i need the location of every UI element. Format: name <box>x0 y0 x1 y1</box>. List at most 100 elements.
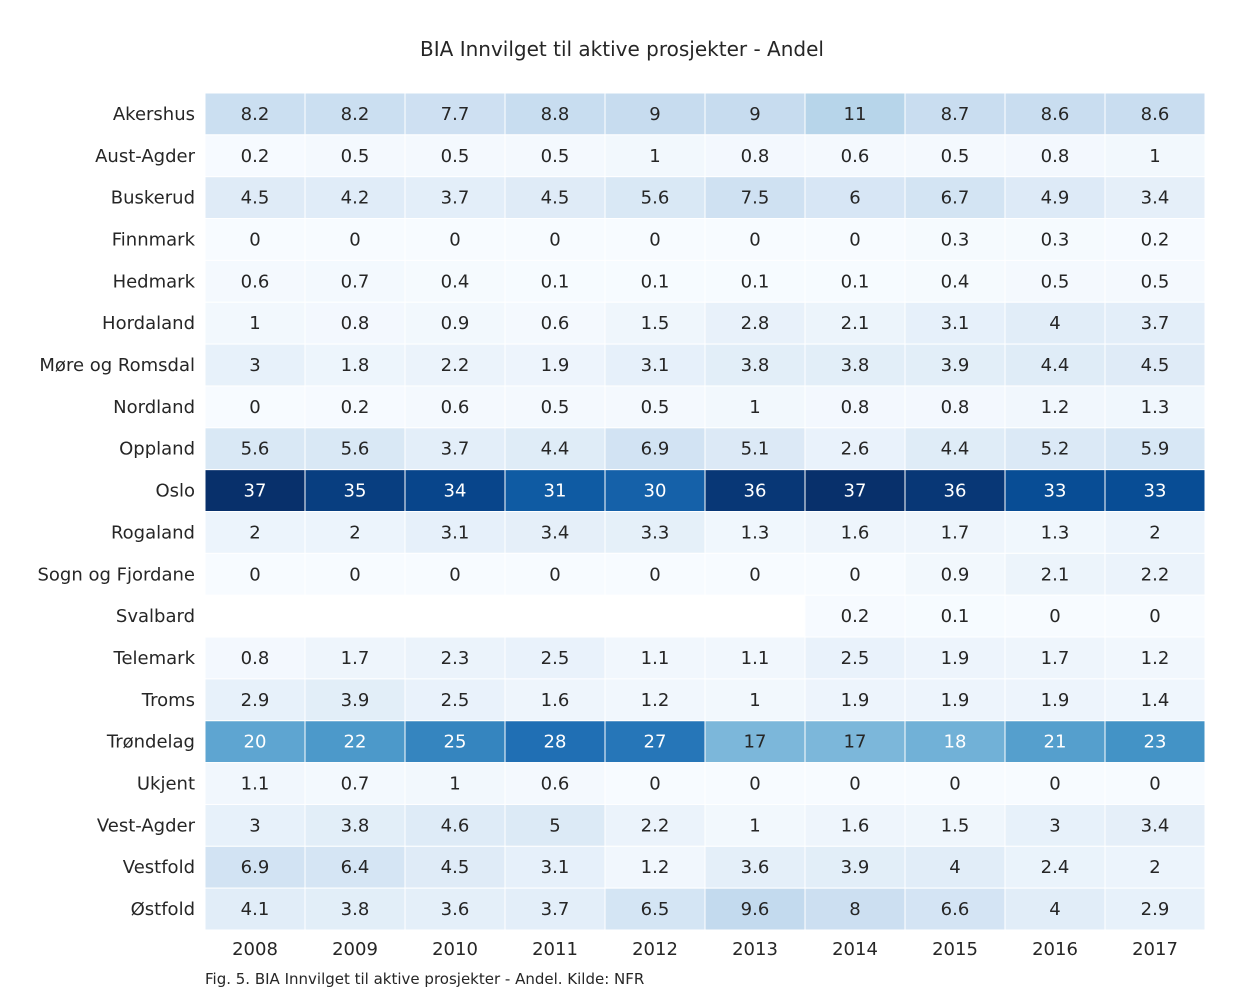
figure-caption: Fig. 5. BIA Innvilget til aktive prosjek… <box>205 970 644 988</box>
heatmap-cell <box>704 762 806 805</box>
cell-value-label: 1.9 <box>541 355 570 376</box>
cell-value-label: 8.6 <box>1141 104 1170 125</box>
heatmap-cell <box>804 427 906 471</box>
y-tick-label: Sogn og Fjordane <box>37 564 195 585</box>
heatmap-cell <box>404 511 506 554</box>
cell-value-label: 0.1 <box>741 271 770 292</box>
cell-value-label: 4 <box>1049 899 1060 920</box>
x-axis-labels: 2008 2009 2010 2011 2012 2013 2014 2015 2016 2017 <box>232 939 1178 960</box>
heatmap-cell <box>304 720 406 764</box>
cell-value-label: 22 <box>344 732 367 753</box>
cell-value-label: 1.3 <box>741 522 770 543</box>
cell-value-label: 1 <box>749 815 760 836</box>
cell-value-label: 1 <box>449 774 460 795</box>
heatmap-cell <box>204 469 306 512</box>
x-tick-label: 2017 <box>1132 939 1178 960</box>
chart-title: BIA Innvilget til aktive prosjekter - An… <box>420 37 824 61</box>
cell-value-label: 0 <box>249 564 260 585</box>
heatmap-cell <box>1004 762 1106 805</box>
heatmap-cell <box>1104 259 1206 303</box>
cell-value-label: 28 <box>544 732 567 753</box>
heatmap-cell <box>1004 301 1106 345</box>
cell-value-label: 0.6 <box>441 397 470 418</box>
heatmap-cell <box>804 218 906 261</box>
y-tick-label: Telemark <box>113 648 196 669</box>
cell-value-label: 1.9 <box>841 690 870 711</box>
heatmap-cell <box>904 385 1006 429</box>
cell-value-label: 0 <box>1149 606 1160 627</box>
cell-value-label: 0 <box>249 229 260 250</box>
cell-value-label: 4.5 <box>541 188 570 209</box>
cell-value-label: 2.5 <box>841 648 870 669</box>
cell-value-label: 3 <box>249 355 260 376</box>
cell-value-label: 17 <box>744 732 767 753</box>
heatmap-cell <box>1104 92 1206 136</box>
cell-value-label: 3.4 <box>1141 188 1170 209</box>
cell-value-label: 4.9 <box>1041 188 1070 209</box>
y-tick-label: Finnmark <box>112 229 196 250</box>
heatmap-cell <box>804 511 906 554</box>
cell-value-label: 3.6 <box>441 899 470 920</box>
cell-value-label: 3.8 <box>741 355 770 376</box>
heatmap-cell <box>504 803 606 847</box>
heatmap-cell <box>404 636 506 680</box>
cell-value-label: 9 <box>649 104 660 125</box>
heatmap-cell <box>204 678 306 722</box>
cell-value-label: 33 <box>1044 481 1067 502</box>
cell-value-label: 8.7 <box>941 104 970 125</box>
cell-value-label: 37 <box>244 481 267 502</box>
cell-value-label: 1.2 <box>1141 648 1170 669</box>
cell-value-label: 2.5 <box>441 690 470 711</box>
cell-value-label: 0 <box>849 564 860 585</box>
heatmap-cell <box>404 762 506 805</box>
heatmap-cell <box>804 259 906 303</box>
heatmap-cell <box>704 92 806 136</box>
heatmap-cell <box>504 845 606 889</box>
cell-value-label: 7.5 <box>741 188 770 209</box>
heatmap-cell <box>404 720 506 764</box>
cell-value-label: 0.8 <box>741 146 770 167</box>
y-tick-label: Oppland <box>119 439 195 460</box>
cell-value-label: 3.4 <box>1141 815 1170 836</box>
heatmap-cell <box>904 134 1006 178</box>
heatmap-cell <box>604 678 706 722</box>
y-tick-label: Akershus <box>113 104 195 125</box>
heatmap-cell <box>804 594 906 638</box>
y-tick-label: Troms <box>141 690 195 711</box>
cell-value-label: 0.1 <box>541 271 570 292</box>
heatmap-cell <box>604 552 706 596</box>
x-tick-label: 2010 <box>432 939 478 960</box>
cell-value-label: 1.1 <box>241 774 270 795</box>
cell-value-label: 0 <box>449 564 460 585</box>
cell-value-label: 21 <box>1044 732 1067 753</box>
cell-value-label: 0 <box>249 397 260 418</box>
cell-value-label: 5.6 <box>341 439 370 460</box>
cell-value-label: 17 <box>844 732 867 753</box>
x-tick-label: 2009 <box>332 939 378 960</box>
heatmap-cell <box>1104 720 1206 764</box>
heatmap-cell <box>904 92 1006 136</box>
cell-value-label: 4.5 <box>241 188 270 209</box>
cell-value-label: 0.5 <box>541 146 570 167</box>
heatmap-cell <box>1104 134 1206 178</box>
heatmap-cell <box>1004 134 1106 178</box>
cell-value-label: 0.5 <box>541 397 570 418</box>
x-tick-label: 2015 <box>932 939 978 960</box>
cell-value-label: 11 <box>844 104 867 125</box>
cell-value-label: 8.8 <box>541 104 570 125</box>
cell-value-label: 1.3 <box>1141 397 1170 418</box>
cell-value-label: 0.9 <box>941 564 970 585</box>
heatmap-cell <box>804 134 906 178</box>
heatmap-cell <box>504 343 606 387</box>
heatmap-cell <box>504 134 606 178</box>
cell-value-label: 0 <box>649 774 660 795</box>
cell-value-label: 0.6 <box>841 146 870 167</box>
heatmap-cell <box>704 343 806 387</box>
cell-value-label: 1 <box>1149 146 1160 167</box>
heatmap-cell <box>704 259 806 303</box>
heatmap-cell <box>204 552 306 596</box>
cell-value-label: 1.5 <box>941 815 970 836</box>
heatmap-cell <box>904 678 1006 722</box>
cell-value-label: 1.6 <box>841 815 870 836</box>
cell-value-label: 4.5 <box>441 857 470 878</box>
